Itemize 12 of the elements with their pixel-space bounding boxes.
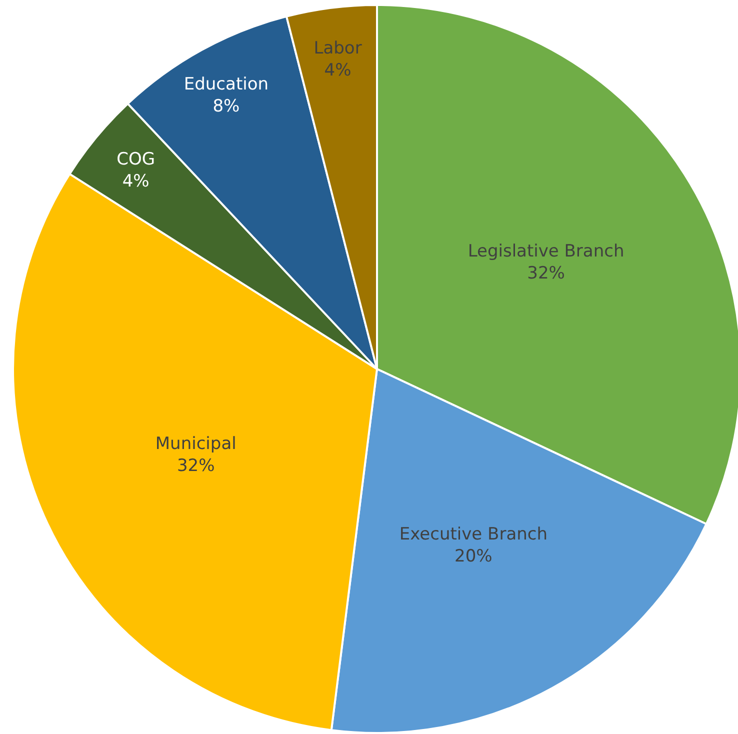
data-label: 8% xyxy=(212,96,240,117)
slice-label: COG xyxy=(116,149,156,170)
data-label: 4% xyxy=(324,60,352,80)
data-label: 20% xyxy=(454,546,492,566)
data-label: 32% xyxy=(527,264,565,284)
slice-label: Municipal xyxy=(155,434,236,454)
data-label: 32% xyxy=(176,456,215,476)
slice-label: Legislative Branch xyxy=(468,242,624,262)
slice-label: Education xyxy=(184,74,269,95)
slice-label: Labor xyxy=(314,38,362,58)
slice-label: Executive Branch xyxy=(399,524,548,544)
data-label: 4% xyxy=(122,171,150,192)
